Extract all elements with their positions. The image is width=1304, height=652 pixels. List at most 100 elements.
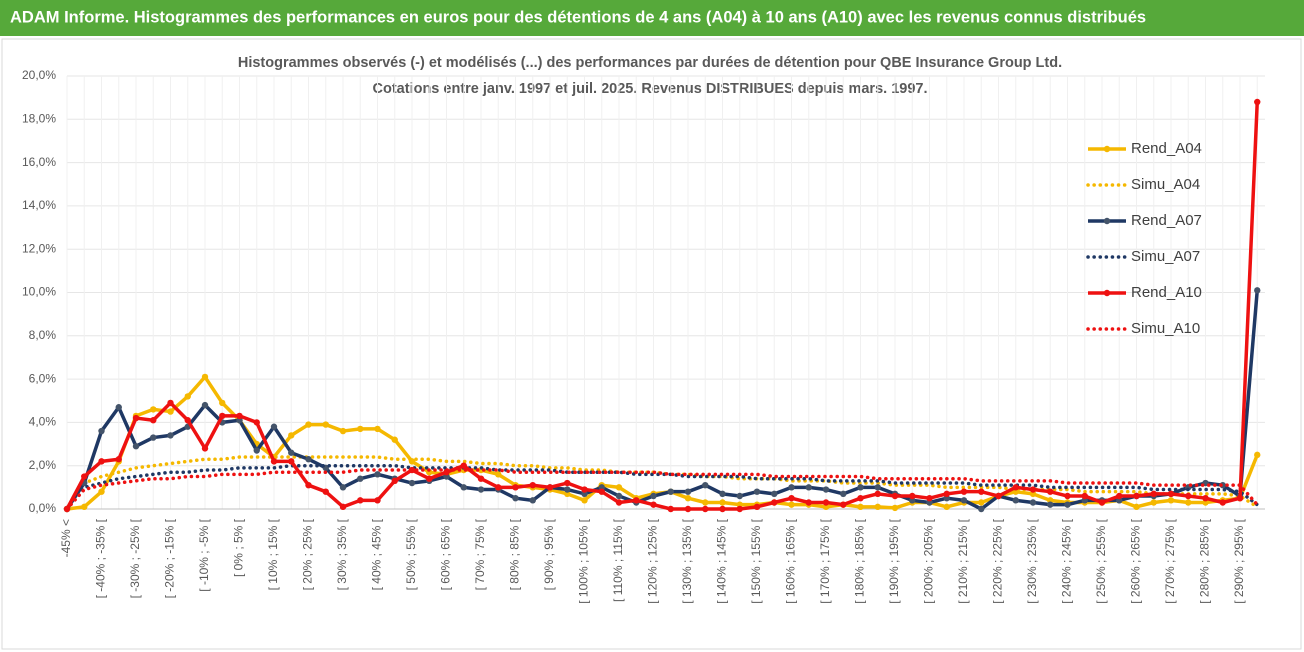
x-tick-label: [ 0% ; 5% [ (232, 518, 246, 577)
data-point (236, 412, 243, 420)
data-point (753, 503, 761, 511)
data-point (1133, 492, 1140, 500)
data-point (1219, 499, 1226, 506)
y-tick-label: 12,0% (22, 241, 56, 255)
data-point (339, 503, 347, 511)
y-tick-label: 4,0% (29, 415, 57, 429)
data-point (495, 471, 502, 478)
data-point (374, 425, 381, 433)
data-point (201, 401, 209, 409)
y-tick-label: 18,0% (22, 111, 56, 125)
y-tick-label: 2,0% (29, 458, 57, 472)
data-point (1254, 451, 1261, 459)
data-point (667, 505, 674, 513)
data-point (719, 499, 726, 506)
data-point (1116, 492, 1123, 500)
x-tick-label: -45% < (59, 519, 73, 557)
data-point (1029, 486, 1037, 493)
y-tick-label: 16,0% (22, 155, 56, 169)
data-point (960, 488, 968, 495)
data-point (857, 503, 864, 511)
data-point (495, 484, 502, 491)
data-point (719, 505, 726, 513)
data-point (615, 484, 623, 491)
x-tick-label: [ 80% ; 85% [ (508, 518, 522, 590)
data-point (98, 488, 105, 495)
data-point (684, 505, 692, 513)
x-tick-label: [ 180% ; 185% [ (853, 518, 867, 603)
data-point (788, 501, 795, 508)
data-point (426, 475, 433, 482)
x-tick-label: [ 160% ; 165% [ (784, 518, 798, 603)
data-point (788, 484, 795, 491)
data-point (1029, 499, 1037, 506)
data-point (288, 458, 295, 465)
data-point (633, 497, 640, 504)
data-point (1185, 492, 1192, 500)
header-title: ADAM Informe. Histogrammes des performan… (10, 8, 1146, 26)
x-tick-label: [ 210% ; 215% [ (956, 518, 970, 603)
data-point (132, 414, 140, 422)
x-tick-label: [ 20% ; 25% [ (301, 518, 315, 590)
data-point (840, 501, 847, 508)
data-point (81, 473, 88, 480)
data-point (167, 432, 174, 439)
data-point (564, 486, 571, 493)
data-point (1081, 492, 1088, 500)
x-tick-label: [ -20% ; -15% [ (163, 518, 177, 598)
data-point (391, 477, 398, 485)
data-point (460, 462, 467, 469)
data-point (719, 490, 726, 498)
x-tick-label: [ 200% ; 205% [ (922, 518, 936, 603)
data-point (960, 497, 968, 504)
data-point (943, 490, 950, 498)
data-point (684, 488, 692, 495)
data-point (771, 499, 778, 506)
series-line (65, 468, 1259, 511)
x-tick-label: [ -40% ; -35% [ (94, 518, 108, 598)
data-point (978, 499, 985, 506)
x-tick-label: [ 120% ; 125% [ (646, 518, 660, 603)
data-point (650, 501, 657, 508)
x-tick-label: [ 140% ; 145% [ (715, 518, 729, 603)
data-point (322, 421, 329, 428)
data-point (978, 488, 985, 495)
x-tick-label: [ 60% ; 65% [ (439, 518, 453, 590)
x-tick-label: [ 270% ; 275% [ (1163, 518, 1177, 603)
legend-label: Rend_A04 (1131, 140, 1202, 157)
data-point (702, 505, 709, 513)
data-point (1167, 490, 1175, 498)
data-point (771, 490, 778, 498)
data-point (1236, 494, 1244, 502)
data-point (115, 456, 122, 463)
data-point (1098, 499, 1106, 506)
x-tick-label: [ -30% ; -25% [ (128, 518, 142, 598)
data-point (1133, 503, 1140, 511)
data-point (150, 434, 157, 441)
data-point (201, 373, 209, 381)
x-tick-label: [ 130% ; 135% [ (680, 518, 694, 603)
data-point (840, 490, 847, 498)
data-point (167, 399, 174, 407)
data-point (874, 490, 881, 498)
data-point (736, 492, 743, 500)
data-point (598, 488, 605, 495)
data-point (408, 479, 416, 487)
data-point (219, 399, 226, 407)
data-point (270, 458, 278, 465)
x-tick-label: [ 230% ; 235% [ (1025, 518, 1039, 603)
data-point (357, 425, 364, 433)
data-point (150, 417, 157, 424)
data-point (1064, 501, 1071, 508)
data-point (702, 481, 709, 489)
data-point (978, 505, 985, 513)
data-point (512, 484, 519, 491)
legend-marker (1103, 145, 1111, 153)
data-point (874, 484, 881, 491)
data-point (460, 484, 467, 491)
legend-label: Simu_A07 (1131, 248, 1200, 265)
x-tick-label: [ 240% ; 245% [ (1060, 518, 1074, 603)
series-line (65, 101, 1259, 511)
x-tick-label: [ 30% ; 35% [ (335, 518, 349, 590)
y-tick-label: 10,0% (22, 285, 56, 299)
